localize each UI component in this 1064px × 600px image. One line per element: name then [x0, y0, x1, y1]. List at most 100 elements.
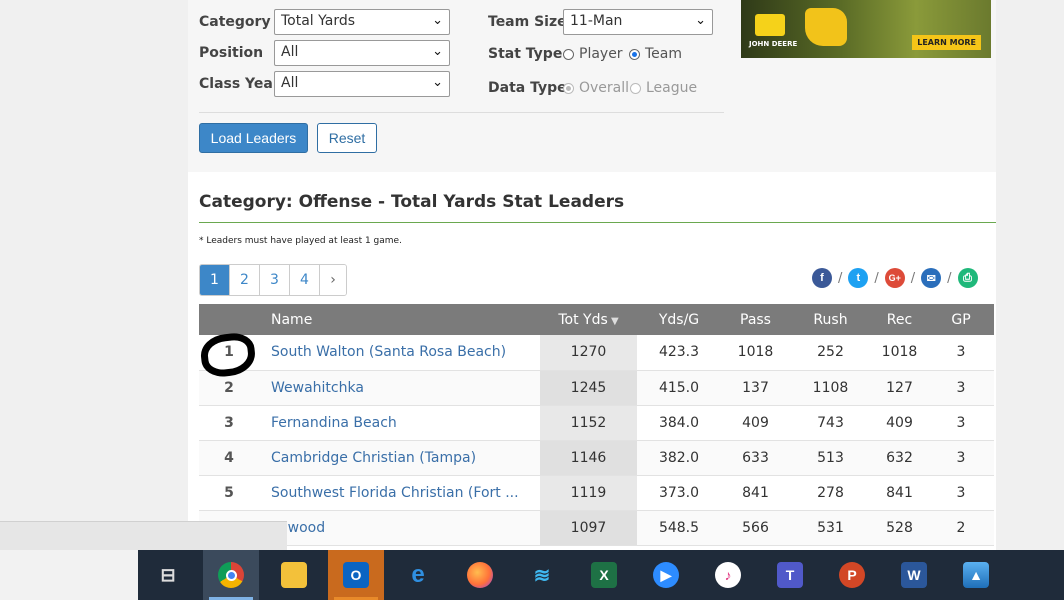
yds-per-game-cell: 423.3: [637, 335, 721, 371]
print-icon[interactable]: ⎙: [957, 268, 978, 288]
table-row: 3 Fernandina Beach 1152 384.0 409 743 40…: [199, 405, 994, 441]
class-year-select[interactable]: All ⌄: [274, 71, 450, 97]
position-select[interactable]: All ⌄: [274, 40, 450, 66]
excel-icon: X: [591, 562, 617, 588]
stat-type-player-option[interactable]: Player: [563, 46, 623, 62]
rush-cell: 743: [790, 405, 871, 441]
teams-icon: T: [777, 562, 803, 588]
rec-cell: 127: [871, 370, 928, 406]
pass-header[interactable]: Pass: [721, 304, 790, 335]
data-type-overall-option[interactable]: Overall: [563, 80, 629, 96]
yds-per-game-cell: 384.0: [637, 405, 721, 441]
yds-per-game-cell: 415.0: [637, 370, 721, 406]
data-type-league-option[interactable]: League: [630, 80, 697, 96]
taskbar-file-explorer[interactable]: [266, 550, 322, 600]
category-value: Total Yards: [281, 13, 356, 29]
team-name-link[interactable]: Wewahitchka: [259, 370, 540, 406]
rank-header: [199, 304, 259, 335]
taskbar-excel[interactable]: X: [576, 550, 632, 600]
rank-cell: 2: [199, 370, 259, 406]
taskbar-firefox[interactable]: [452, 550, 508, 600]
gp-cell: 3: [928, 405, 994, 441]
reset-button[interactable]: Reset: [317, 123, 377, 153]
rank-cell: 3: [199, 405, 259, 441]
yds-per-game-header[interactable]: Yds/G: [637, 304, 721, 335]
team-size-select[interactable]: 11-Man ⌄: [563, 9, 713, 35]
position-label: Position: [199, 45, 264, 61]
tot-yds-header[interactable]: Tot Yds ▼: [540, 304, 637, 335]
title-divider: [199, 222, 996, 223]
pagination: 1 2 3 4 ›: [199, 264, 347, 296]
windows-taskbar: ⊟ O e ≋ X ▶ ♪ T P W ▲: [0, 550, 1064, 600]
yds-per-game-cell: 373.0: [637, 475, 721, 511]
table-row: ildwood 1097 548.5 566 531 528 2: [199, 510, 994, 546]
learn-more-button[interactable]: LEARN MORE: [912, 35, 981, 50]
page-4-button[interactable]: 4: [290, 265, 320, 295]
leaders-table: Name Tot Yds ▼ Yds/G Pass Rush Rec GP 1 …: [199, 304, 994, 546]
table-row: 5 Southwest Florida Christian (Fort ... …: [199, 475, 994, 511]
team-name-link[interactable]: ildwood: [259, 510, 540, 546]
rush-cell: 531: [790, 510, 871, 546]
load-leaders-button[interactable]: Load Leaders: [199, 123, 308, 153]
table-row: 4 Cambridge Christian (Tampa) 1146 382.0…: [199, 440, 994, 476]
class-year-label: Class Year: [199, 76, 280, 92]
category-label: Category: [199, 14, 271, 30]
next-page-button[interactable]: ›: [320, 265, 346, 295]
taskbar-teams[interactable]: T: [762, 550, 818, 600]
gp-cell: 3: [928, 440, 994, 476]
rec-header[interactable]: Rec: [871, 304, 928, 335]
rush-cell: 513: [790, 440, 871, 476]
filter-panel: Category Total Yards ⌄ Position All ⌄ Cl…: [188, 0, 996, 172]
table-row: 2 Wewahitchka 1245 415.0 137 1108 127 3: [199, 370, 994, 406]
name-header[interactable]: Name: [259, 304, 540, 335]
team-name-link[interactable]: Cambridge Christian (Tampa): [259, 440, 540, 476]
google-plus-icon[interactable]: G+: [884, 268, 905, 288]
section-title: Category: Offense - Total Yards Stat Lea…: [199, 192, 625, 212]
page-2-button[interactable]: 2: [230, 265, 260, 295]
category-select[interactable]: Total Yards ⌄: [274, 9, 450, 35]
rank-cell: 5: [199, 475, 259, 511]
folder-icon: [281, 562, 307, 588]
taskbar-itunes[interactable]: ♪: [700, 550, 756, 600]
taskbar-word[interactable]: W: [886, 550, 942, 600]
share-bar: f / t / G+ / ✉ / ⎙: [812, 268, 978, 288]
gp-cell: 2: [928, 510, 994, 546]
gp-cell: 3: [928, 370, 994, 406]
twitter-icon[interactable]: t: [848, 268, 869, 288]
tot-yds-cell: 1119: [540, 475, 637, 511]
tot-yds-cell: 1146: [540, 440, 637, 476]
taskbar-wifi[interactable]: ≋: [514, 550, 570, 600]
leaders-note: * Leaders must have played at least 1 ga…: [199, 236, 402, 246]
email-icon[interactable]: ✉: [921, 268, 942, 288]
taskbar-blank-area: [0, 550, 138, 600]
taskbar-edge[interactable]: e: [390, 550, 446, 600]
yds-per-game-cell: 382.0: [637, 440, 721, 476]
team-size-value: 11-Man: [570, 13, 623, 29]
taskbar-powerpoint[interactable]: P: [824, 550, 880, 600]
chevron-down-icon: ⌄: [432, 75, 443, 90]
rush-cell: 252: [790, 335, 871, 371]
stats-page: Category Total Yards ⌄ Position All ⌄ Cl…: [188, 0, 996, 552]
task-view-button[interactable]: ⊟: [140, 550, 196, 600]
radio-checked-icon: [563, 82, 574, 94]
tot-yds-cell: 1270: [540, 335, 637, 371]
pass-cell: 409: [721, 405, 790, 441]
rush-header[interactable]: Rush: [790, 304, 871, 335]
taskbar-photos[interactable]: ▲: [948, 550, 1004, 600]
facebook-icon[interactable]: f: [812, 268, 832, 288]
map-graphic-icon: [805, 8, 847, 46]
taskbar-outlook[interactable]: O: [328, 550, 384, 600]
stat-type-team-option[interactable]: Team: [629, 46, 682, 62]
page-3-button[interactable]: 3: [260, 265, 290, 295]
taskbar-chrome[interactable]: [203, 550, 259, 600]
advertisement-banner[interactable]: JOHN DEERE LEARN MORE: [741, 0, 991, 58]
team-name-link[interactable]: Southwest Florida Christian (Fort ...: [259, 475, 540, 511]
gp-header[interactable]: GP: [928, 304, 994, 335]
page-1-button[interactable]: 1: [200, 265, 230, 295]
taskbar-zoom[interactable]: ▶: [638, 550, 694, 600]
firefox-icon: [467, 562, 493, 588]
task-view-icon: ⊟: [160, 564, 176, 585]
team-name-link[interactable]: South Walton (Santa Rosa Beach): [259, 335, 540, 371]
team-name-link[interactable]: Fernandina Beach: [259, 405, 540, 441]
john-deere-logo-icon: [755, 14, 785, 36]
